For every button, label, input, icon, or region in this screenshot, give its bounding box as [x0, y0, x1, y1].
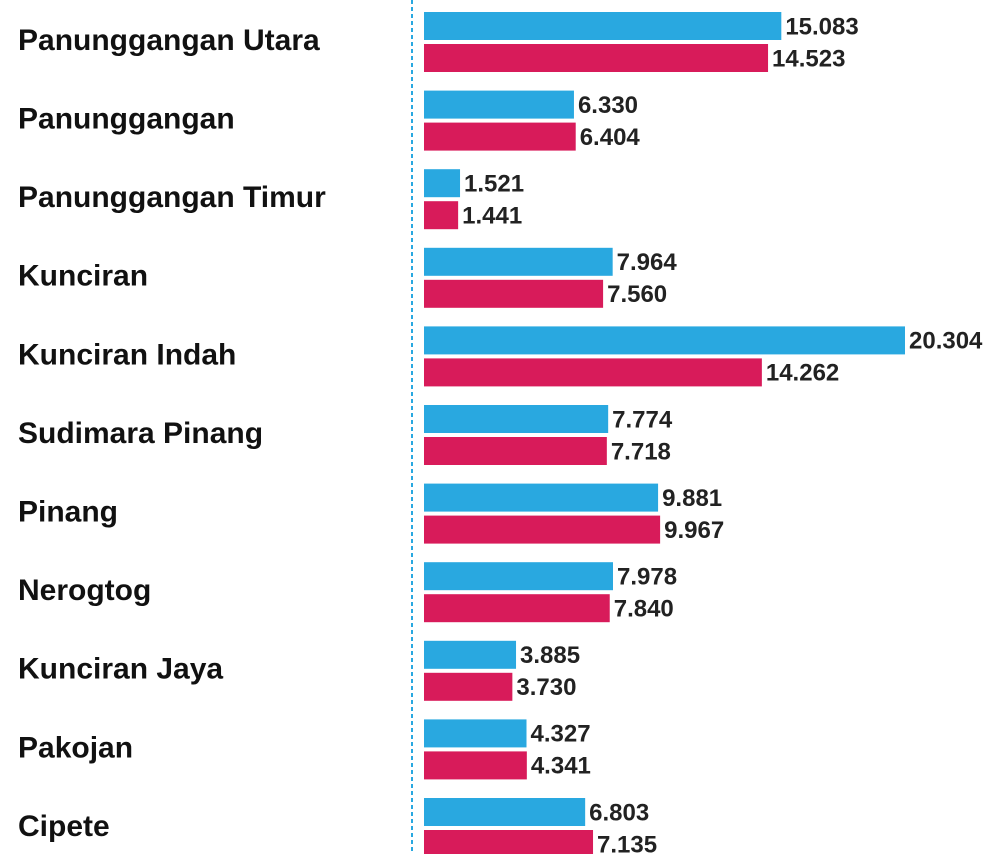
- category-label: Pinang: [18, 496, 118, 529]
- value-label: 7.560: [607, 281, 667, 308]
- category-label: Pakojan: [18, 731, 133, 764]
- bar: [424, 562, 613, 591]
- bar: [424, 201, 459, 230]
- bar: [424, 483, 659, 512]
- bar: [424, 405, 609, 433]
- value-label: 7.718: [611, 438, 671, 465]
- bar: [424, 594, 610, 623]
- category-label: Cipete: [18, 810, 110, 843]
- value-label: 6.404: [580, 124, 641, 151]
- bar: [424, 672, 513, 701]
- bar: [424, 122, 576, 151]
- category-label: Panunggangan: [18, 103, 235, 136]
- bar: [424, 279, 604, 308]
- bar: [424, 169, 461, 198]
- value-label: 6.330: [578, 92, 638, 119]
- value-label: 7.774: [612, 406, 673, 433]
- value-label: 3.730: [516, 674, 576, 701]
- bar: [424, 515, 661, 544]
- bar: [424, 247, 613, 276]
- value-label: 9.967: [664, 517, 724, 544]
- category-label: Kunciran: [18, 260, 148, 293]
- category-label: Panunggangan Utara: [18, 24, 320, 57]
- category-label: Panunggangan Timur: [18, 181, 326, 214]
- value-label: 3.885: [520, 642, 580, 669]
- bar: [424, 358, 762, 387]
- value-label: 9.881: [662, 485, 722, 512]
- bar: [424, 751, 527, 780]
- value-label: 15.083: [785, 13, 858, 40]
- value-label: 4.327: [531, 721, 591, 748]
- category-label: Kunciran Jaya: [18, 653, 223, 686]
- bar: [424, 719, 527, 748]
- bar: [424, 830, 594, 854]
- value-label: 1.441: [462, 203, 522, 230]
- value-label: 7.840: [614, 596, 674, 623]
- bar: [424, 12, 782, 40]
- value-label: 7.978: [617, 564, 677, 591]
- category-label: Nerogtog: [18, 574, 151, 607]
- bar: [424, 44, 769, 72]
- bar: [424, 90, 574, 119]
- bar: [424, 798, 586, 826]
- category-label: Kunciran Indah: [18, 338, 236, 371]
- bar: [424, 640, 517, 669]
- value-label: 6.803: [589, 799, 649, 826]
- value-label: 1.521: [464, 171, 524, 198]
- value-label: 7.135: [597, 831, 657, 854]
- value-label: 14.523: [772, 45, 845, 72]
- bar: [424, 326, 905, 355]
- value-label: 20.304: [909, 328, 983, 355]
- value-label: 4.341: [531, 753, 591, 780]
- value-label: 14.262: [766, 360, 839, 387]
- category-label: Sudimara Pinang: [18, 417, 263, 450]
- bar: [424, 437, 607, 465]
- value-label: 7.964: [617, 249, 678, 276]
